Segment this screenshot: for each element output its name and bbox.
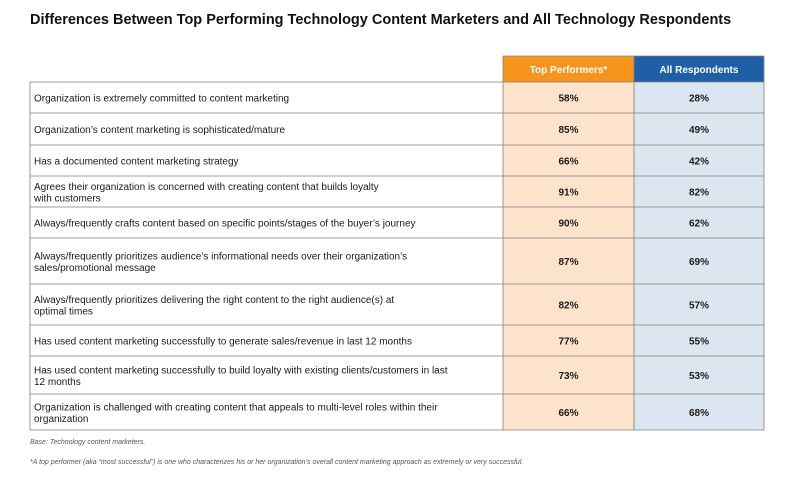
top-performers-value: 58% <box>558 94 578 105</box>
header-cell-top-performers <box>503 56 634 82</box>
row-label: optimal times <box>34 306 93 317</box>
top-performers-value: 85% <box>558 125 578 136</box>
all-respondents-value: 69% <box>689 257 709 268</box>
top-performers-value: 66% <box>558 408 578 419</box>
all-respondents-value: 55% <box>689 337 709 348</box>
base-note: Base: Technology content marketers. <box>30 439 146 446</box>
page-title: Differences Between Top Performing Techn… <box>30 12 732 28</box>
top-performers-value: 90% <box>558 219 578 230</box>
all-respondents-value: 68% <box>689 408 709 419</box>
all-respondents-value: 82% <box>689 188 709 199</box>
top-performers-value: 73% <box>558 371 578 382</box>
row-label: Has a documented content marketing strat… <box>34 157 239 168</box>
top-performers-value: 91% <box>558 188 578 199</box>
all-respondents-value: 53% <box>689 371 709 382</box>
row-label: with customers <box>33 193 101 204</box>
row-label: Has used content marketing successfully … <box>34 365 448 376</box>
all-respondents-column-bg <box>634 82 764 430</box>
row-label: sales/promotional message <box>34 263 156 274</box>
all-respondents-value: 62% <box>689 219 709 230</box>
row-label: Always/frequently crafts content based o… <box>34 219 416 230</box>
top-performers-value: 87% <box>558 257 578 268</box>
header-label-all-respondents: All Respondents <box>660 65 739 76</box>
header-cell-all-respondents <box>634 56 764 82</box>
top-performers-value: 66% <box>558 157 578 168</box>
header-label-top-performers: Top Performers* <box>530 65 608 76</box>
definition-note: *A top performer (aka “most successful”)… <box>30 459 524 466</box>
row-label: Agrees their organization is concerned w… <box>34 182 379 193</box>
row-label: Organization’s content marketing is soph… <box>34 125 285 136</box>
top-performers-value: 77% <box>558 337 578 348</box>
row-label: 12 months <box>34 377 81 388</box>
row-label: Has used content marketing successfully … <box>34 337 412 348</box>
row-label: Organization is extremely committed to c… <box>34 94 289 105</box>
row-label: Always/frequently prioritizes audience’s… <box>34 251 407 262</box>
row-label: organization <box>34 414 88 425</box>
all-respondents-value: 42% <box>689 157 709 168</box>
top-performers-column-bg <box>503 82 634 430</box>
row-label: Always/frequently prioritizes delivering… <box>34 295 394 306</box>
all-respondents-value: 49% <box>689 125 709 136</box>
all-respondents-value: 57% <box>689 301 709 312</box>
all-respondents-value: 28% <box>689 94 709 105</box>
row-label: Organization is challenged with creating… <box>34 402 438 413</box>
top-performers-value: 82% <box>558 301 578 312</box>
